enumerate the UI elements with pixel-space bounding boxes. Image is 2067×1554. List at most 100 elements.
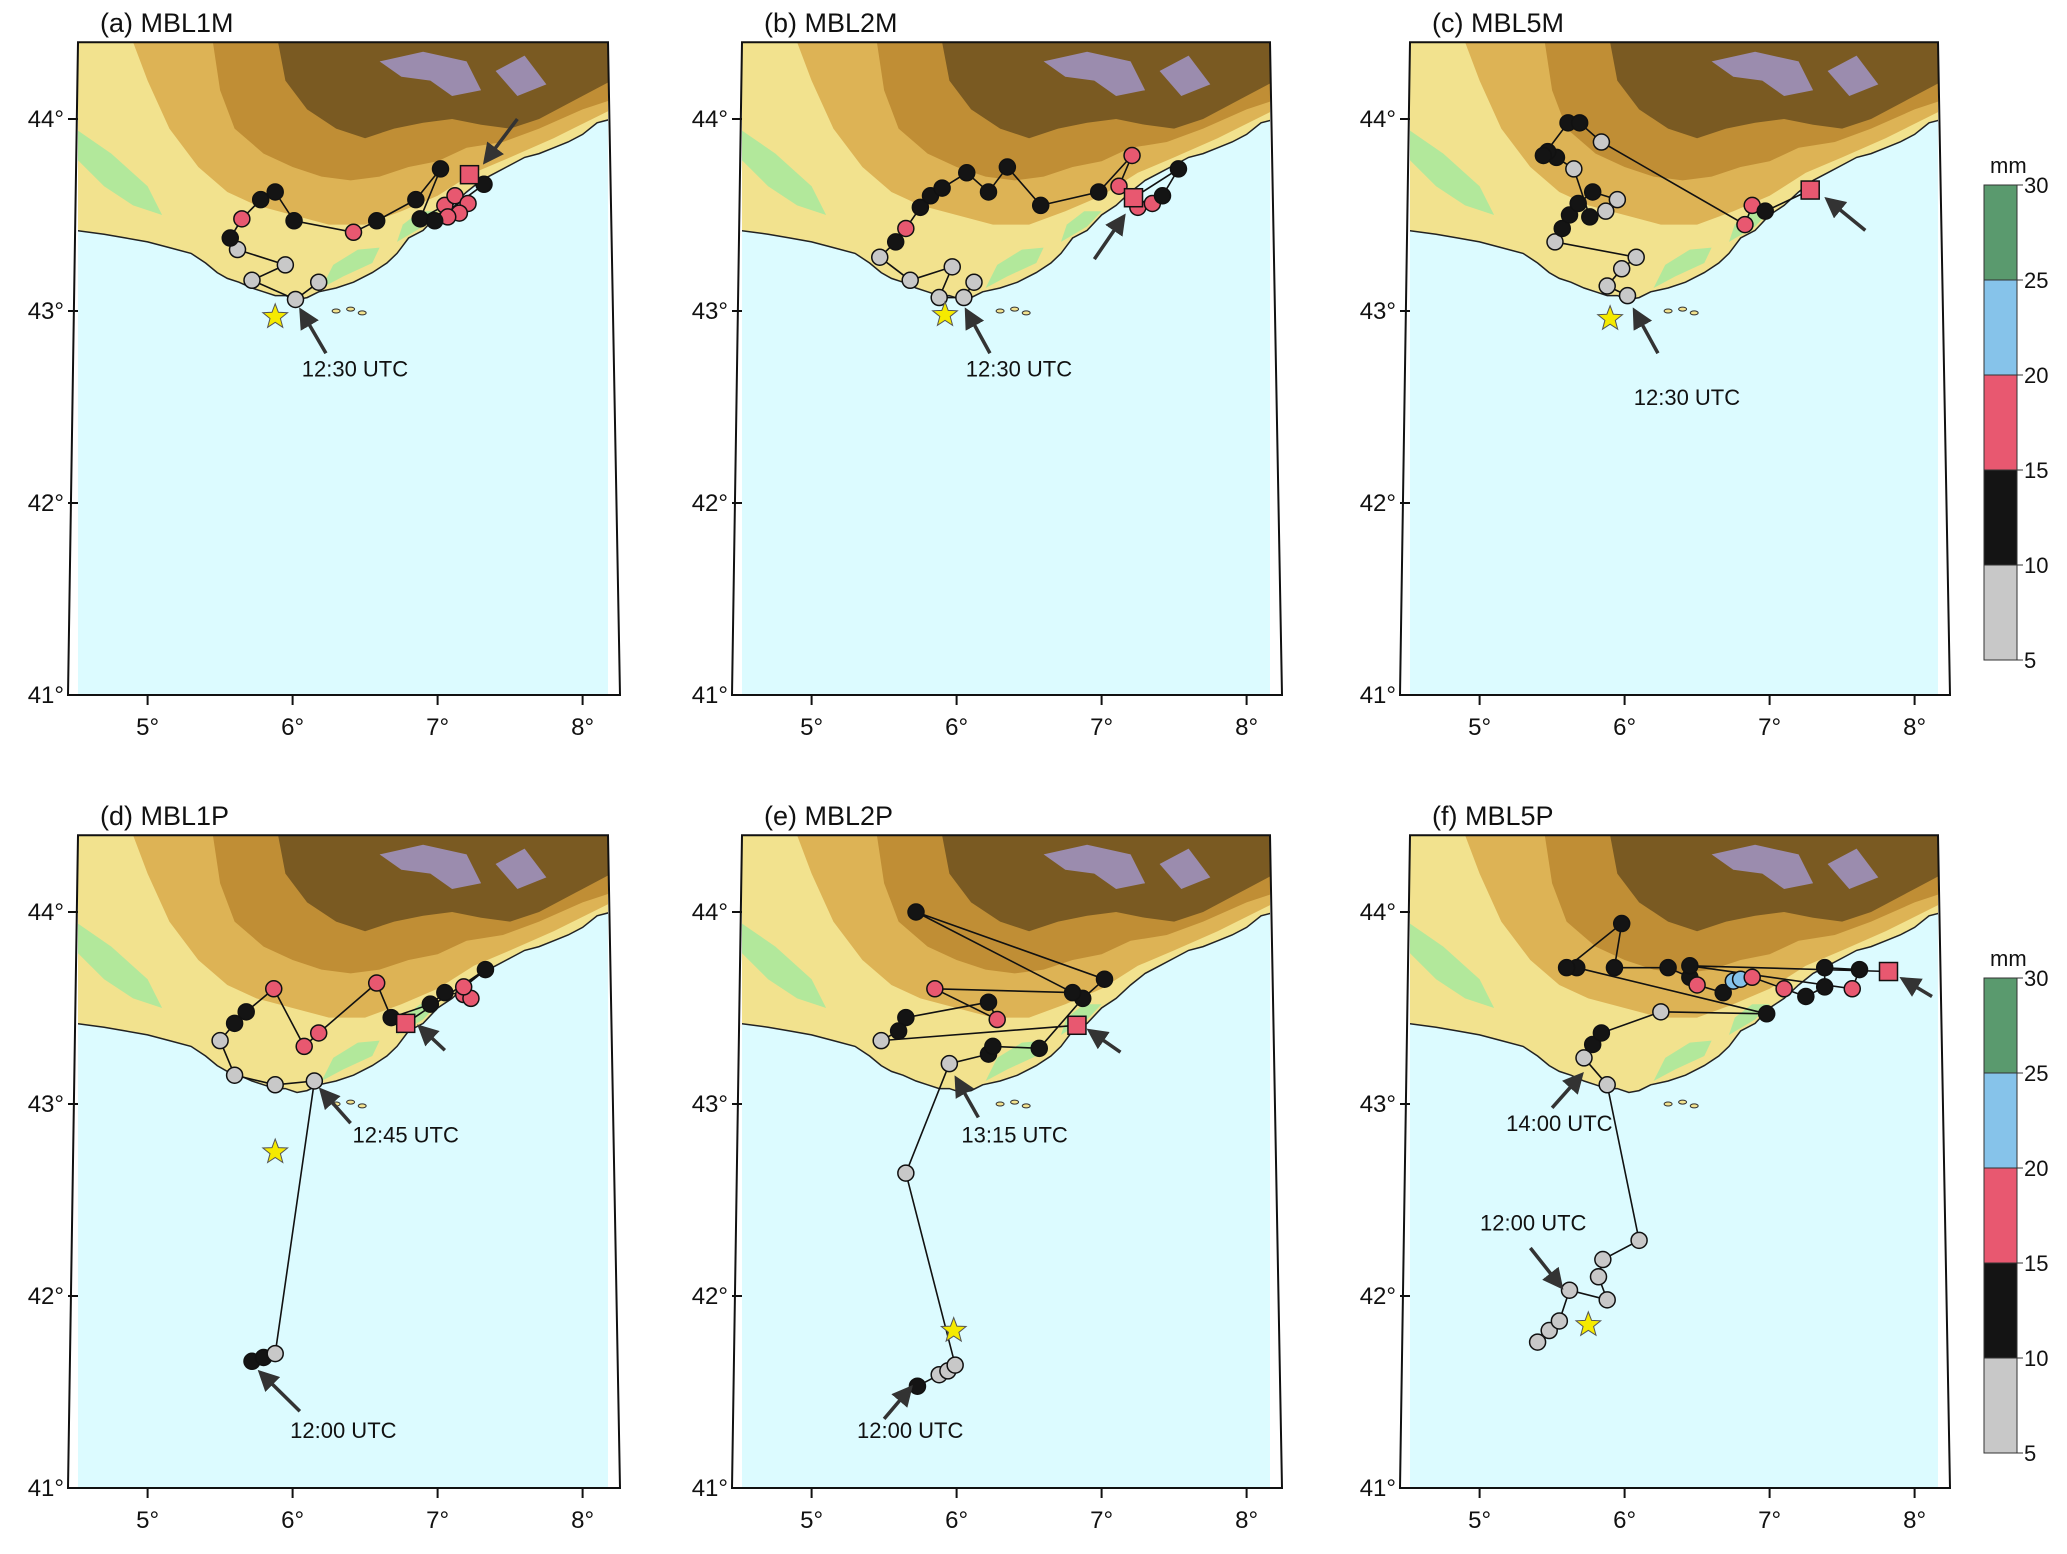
trajectory-point: [955, 288, 973, 307]
trajectory-point: [1569, 194, 1587, 213]
lon-tick-label: 6°: [1613, 1507, 1636, 1534]
summit-area: [1827, 848, 1879, 889]
lowland-area: [1410, 923, 1495, 1008]
time-annotation: 12:45 UTC: [353, 1122, 459, 1147]
trajectory: [1534, 114, 1820, 305]
time-annotation: 14:00 UTC: [1506, 1111, 1612, 1136]
trajectory-point: [344, 223, 363, 242]
trajectory-point: [1592, 1024, 1611, 1042]
arrow: [954, 1075, 980, 1119]
colorbar-tick-label: 15: [2024, 1251, 2048, 1276]
lon-tick-label: 5°: [1468, 1507, 1491, 1534]
trajectory-point: [1583, 183, 1602, 201]
colorbar-segment: [1983, 469, 2018, 566]
trajectory-point: [266, 183, 284, 201]
lowland-area: [1061, 211, 1102, 242]
trajectory-point: [1627, 248, 1645, 266]
trajectory-point: [1534, 146, 1553, 165]
trajectory-point: [897, 1008, 915, 1027]
trajectory-point: [979, 183, 998, 201]
trajectory-point: [1030, 1039, 1048, 1058]
colorbar-tick-label: 25: [2024, 1061, 2048, 1086]
trajectory-point: [1597, 202, 1615, 220]
trajectory-point: [926, 980, 944, 998]
map-frame: [1398, 41, 1952, 696]
trajectory-point: [958, 164, 976, 182]
time-annotation: 12:30 UTC: [966, 356, 1072, 381]
lon-tick-label: 5°: [136, 714, 159, 741]
trajectory-point: [1608, 190, 1627, 209]
trajectory-point: [965, 273, 983, 291]
trajectory-point: [1583, 1035, 1602, 1054]
trajectory-point: [1598, 1076, 1616, 1094]
trajectory-point: [1110, 177, 1128, 195]
map-panel: 41° 42° 43° 44° 5° 6° 7° 8° (d) MBL1P 12:45 UTC 12…: [28, 801, 622, 1534]
panel-title: (a) MBL1M: [100, 8, 234, 38]
lon-tick-label: 5°: [800, 1507, 823, 1534]
map-panel: 41° 42° 43° 44° 5° 6° 7° 8° (a) MBL1M 12:30 UTC: [28, 8, 622, 741]
colorbar-tick-label: 30: [2024, 173, 2048, 198]
map-panel: 41° 42° 43° 44° 5° 6° 7° 8° (e) MBL2P 13:15 UTC 12…: [692, 801, 1284, 1534]
trajectory-point: [225, 1014, 244, 1033]
trajectory-point: [265, 980, 283, 998]
map-panel: 41° 42° 43° 44° 5° 6° 7° 8° (f) MBL5P 14:00 UTC 12…: [1360, 801, 1952, 1534]
colorbar: mm 5 10 15 20 25 30: [1983, 946, 2048, 1466]
colorbar-tick-label: 5: [2024, 1441, 2036, 1466]
island: [1663, 308, 1673, 314]
island: [1689, 310, 1699, 316]
lon-tick-label: 5°: [800, 714, 823, 741]
time-annotation: 12:30 UTC: [302, 356, 408, 381]
trajectory-point: [221, 229, 239, 247]
lowland-area: [742, 923, 827, 1008]
lat-tick-label: 43°: [692, 1091, 728, 1118]
trajectory-point: [1550, 1312, 1569, 1330]
lon-tick-label: 8°: [1235, 714, 1258, 741]
trajectory-point: [1095, 970, 1114, 988]
trajectory-point: [933, 179, 951, 197]
summit-area: [1159, 55, 1211, 96]
colorbar-tick-label: 25: [2024, 268, 2048, 293]
star-marker: [931, 300, 959, 327]
colorbar-segment: [1983, 564, 2018, 661]
arrow: [299, 307, 328, 355]
island: [357, 1103, 367, 1109]
arrow: [1528, 1246, 1564, 1290]
trajectory-point: [930, 288, 948, 307]
trajectory-point: [1560, 206, 1579, 224]
trajectory-point: [1850, 960, 1869, 979]
map-frame: [730, 41, 1284, 696]
trajectory-point: [285, 212, 303, 230]
lowland-area: [78, 130, 163, 215]
star-marker: [1574, 1310, 1603, 1337]
trajectory-point: [251, 190, 270, 209]
colorbar-segment: [1983, 279, 2018, 376]
end-marker: [1123, 187, 1144, 208]
trajectory-point: [421, 995, 440, 1013]
trajectory-point: [1630, 1231, 1648, 1250]
colorbar-segment: [1983, 1167, 2018, 1264]
lat-tick-label: 41°: [692, 1475, 728, 1502]
summit-area: [495, 848, 547, 889]
colorbar-segment: [1983, 1262, 2018, 1359]
trajectory-point: [1063, 983, 1082, 1002]
trajectory-point: [237, 1003, 255, 1021]
time-annotation: 12:00 UTC: [857, 1418, 963, 1443]
arrow: [257, 1369, 302, 1413]
arrow: [1632, 307, 1660, 355]
trajectory-point: [425, 212, 444, 230]
trajectory-point: [1589, 1268, 1608, 1286]
trajectory-point: [984, 1037, 1002, 1056]
trajectory-point: [1756, 202, 1774, 220]
arrow: [882, 1384, 913, 1421]
trajectory-point: [367, 212, 386, 230]
map-relief: [742, 42, 1270, 695]
trajectory-point: [1618, 286, 1637, 305]
lon-tick-label: 5°: [136, 1507, 159, 1534]
colorbar-tick-label: 10: [2024, 1346, 2048, 1371]
trajectory-point: [1557, 958, 1576, 977]
trajectory-point: [243, 271, 261, 290]
island: [346, 306, 356, 312]
map-panel: 41° 42° 43° 44° 5° 6° 7° 8° (b) MBL2M 12:30 UTC: [692, 8, 1284, 741]
lat-tick-label: 44°: [28, 106, 64, 133]
